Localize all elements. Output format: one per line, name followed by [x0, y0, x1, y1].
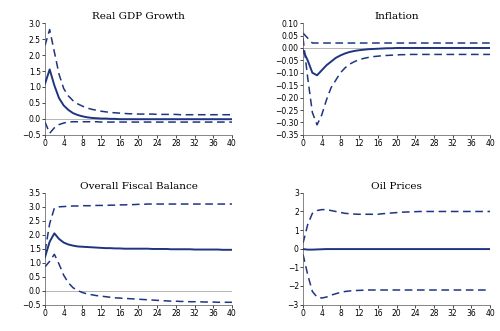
Title: Oil Prices: Oil Prices: [371, 182, 422, 191]
Title: Overall Fiscal Balance: Overall Fiscal Balance: [80, 182, 198, 191]
Title: Inflation: Inflation: [374, 12, 419, 21]
Title: Real GDP Growth: Real GDP Growth: [92, 12, 185, 21]
